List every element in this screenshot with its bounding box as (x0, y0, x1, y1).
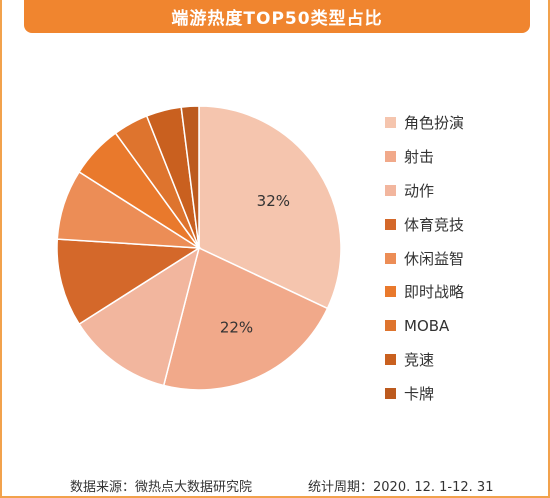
legend-swatch (385, 286, 396, 298)
legend-swatch (385, 218, 396, 230)
slice-percent-label: 22% (220, 319, 253, 337)
legend-swatch (385, 117, 396, 129)
statistics-period: 统计周期：2020. 12. 1-12. 31 (308, 480, 494, 495)
pie-slice (198, 105, 342, 310)
legend-item: 射击 (385, 140, 464, 174)
legend-item: 体育竞技 (385, 207, 464, 241)
chart-title: 端游热度TOP50类型占比 (24, 0, 530, 33)
legend-label: 射击 (404, 148, 435, 167)
legend-label: 体育竞技 (404, 215, 465, 234)
legend-swatch (385, 353, 396, 365)
legend-swatch (385, 252, 396, 264)
legend-swatch (385, 387, 396, 399)
legend-label: 即时战略 (404, 283, 465, 302)
legend-label: 角色扮演 (404, 114, 465, 133)
legend-item: 动作 (385, 174, 464, 208)
legend-label: 休闲益智 (404, 249, 465, 268)
legend-item: 卡牌 (385, 376, 464, 410)
legend-item: 即时战略 (385, 275, 464, 309)
legend-label: 卡牌 (404, 384, 435, 403)
legend-label: MOBA (404, 316, 450, 335)
pie-slice (56, 238, 202, 326)
legend-swatch (385, 151, 396, 163)
pie-slice (162, 246, 329, 391)
slice-percent-label: 32% (257, 192, 290, 210)
legend-item: 竞速 (385, 343, 464, 377)
legend: 角色扮演射击动作体育竞技休闲益智即时战略 MOBA 竞速卡牌 (385, 106, 464, 410)
legend-label: 竞速 (404, 350, 435, 369)
legend-swatch (385, 320, 396, 332)
pie-slice (180, 105, 200, 249)
legend-item: MOBA (385, 309, 464, 343)
pie-slice (78, 246, 201, 387)
legend-label: 动作 (404, 181, 435, 200)
legend-item: 角色扮演 (385, 106, 464, 140)
data-source: 数据来源：微热点大数据研究院 (70, 480, 253, 495)
legend-item: 休闲益智 (385, 241, 464, 275)
legend-swatch (385, 184, 396, 196)
